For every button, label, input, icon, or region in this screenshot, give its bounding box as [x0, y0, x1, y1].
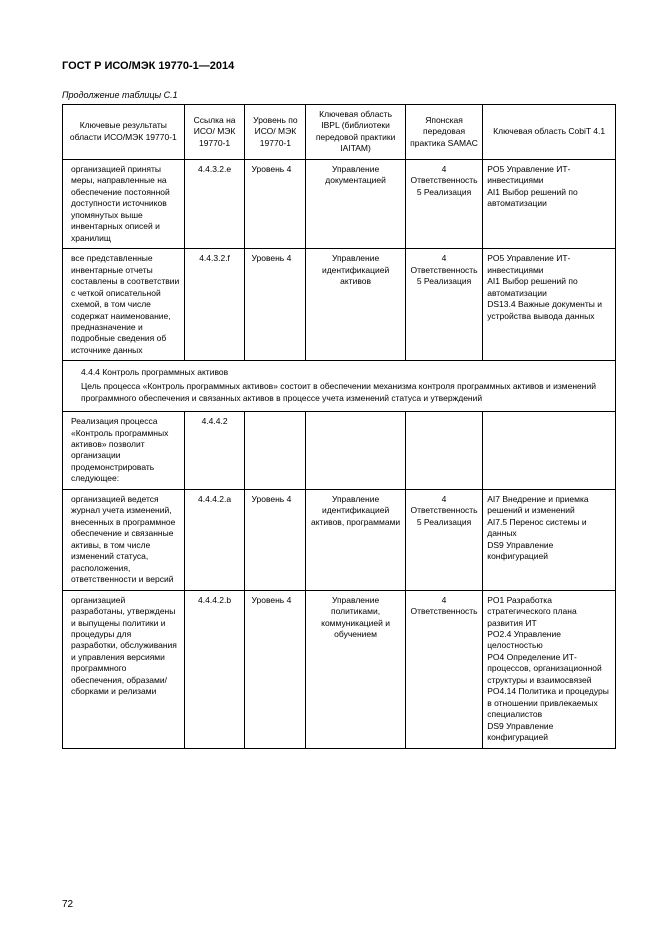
- cell: Управление документацией: [306, 159, 406, 248]
- cell: 4 Ответственность5 Реализация: [405, 249, 482, 361]
- cell: Управление политиками, коммуникацией и о…: [306, 590, 406, 748]
- col-header-1: Ключевые результаты области ИСО/МЭК 1977…: [63, 105, 185, 160]
- cell: 4.4.4.2.b: [184, 590, 245, 748]
- page-number: 72: [62, 899, 73, 910]
- cell: [483, 412, 616, 490]
- table-row: организацией ведется журнал учета измене…: [63, 489, 616, 590]
- cell: [306, 412, 406, 490]
- main-table: Ключевые результаты области ИСО/МЭК 1977…: [62, 104, 616, 749]
- cell: все представленные инвентарные отчеты со…: [63, 249, 185, 361]
- col-header-2: Ссылка на ИСО/ МЭК 19770-1: [184, 105, 245, 160]
- cell: 4.4.4.2: [184, 412, 245, 490]
- cell: PO5 Управление ИТ-инвестициямиAI1 Выбор …: [483, 249, 616, 361]
- table-header-row: Ключевые результаты области ИСО/МЭК 1977…: [63, 105, 616, 160]
- table-row: все представленные инвентарные отчеты со…: [63, 249, 616, 361]
- document-title: ГОСТ Р ИСО/МЭК 19770-1—2014: [62, 60, 616, 72]
- cell: Уровень 4: [245, 590, 306, 748]
- cell: Реализация процесса «Контроль программны…: [63, 412, 185, 490]
- section-heading: 4.4.4 Контроль программных активов: [71, 367, 607, 379]
- table-row: организацией приняты меры, направленные …: [63, 159, 616, 248]
- table-row: Реализация процесса «Контроль программны…: [63, 412, 616, 490]
- cell: Управление идентификацией активов, прогр…: [306, 489, 406, 590]
- col-header-5: Японская передовая практика SAMAC: [405, 105, 482, 160]
- table-caption: Продолжение таблицы С.1: [62, 90, 616, 100]
- cell: Уровень 4: [245, 159, 306, 248]
- cell: PO1 Разработка стратегического плана раз…: [483, 590, 616, 748]
- page: ГОСТ Р ИСО/МЭК 19770-1—2014 Продолжение …: [0, 0, 661, 935]
- col-header-4: Ключевая область IBPL (библиотеки передо…: [306, 105, 406, 160]
- cell: 4.4.4.2.a: [184, 489, 245, 590]
- cell: организацией приняты меры, направленные …: [63, 159, 185, 248]
- cell: 4.4.3.2.e: [184, 159, 245, 248]
- cell: 4.4.3.2.f: [184, 249, 245, 361]
- cell: Уровень 4: [245, 489, 306, 590]
- cell: [245, 412, 306, 490]
- cell: Уровень 4: [245, 249, 306, 361]
- cell: PO5 Управление ИТ-инвестициямиAI1 Выбор …: [483, 159, 616, 248]
- cell: организацией разработаны, утверждены и в…: [63, 590, 185, 748]
- cell: организацией ведется журнал учета измене…: [63, 489, 185, 590]
- cell: Управление идентификацией активов: [306, 249, 406, 361]
- cell: AI7 Внедрение и приемка решений и измене…: [483, 489, 616, 590]
- cell: 4 Ответственность5 Реализация: [405, 159, 482, 248]
- col-header-3: Уровень по ИСО/ МЭК 19770-1: [245, 105, 306, 160]
- section-body: Цель процесса «Контроль программных акти…: [71, 381, 607, 405]
- cell: [405, 412, 482, 490]
- section-cell: 4.4.4 Контроль программных активов Цель …: [63, 361, 616, 412]
- table-row: организацией разработаны, утверждены и в…: [63, 590, 616, 748]
- col-header-6: Ключевая область CobiT 4.1: [483, 105, 616, 160]
- section-row: 4.4.4 Контроль программных активов Цель …: [63, 361, 616, 412]
- cell: 4 Ответственность5 Реализация: [405, 489, 482, 590]
- cell: 4 Ответственность: [405, 590, 482, 748]
